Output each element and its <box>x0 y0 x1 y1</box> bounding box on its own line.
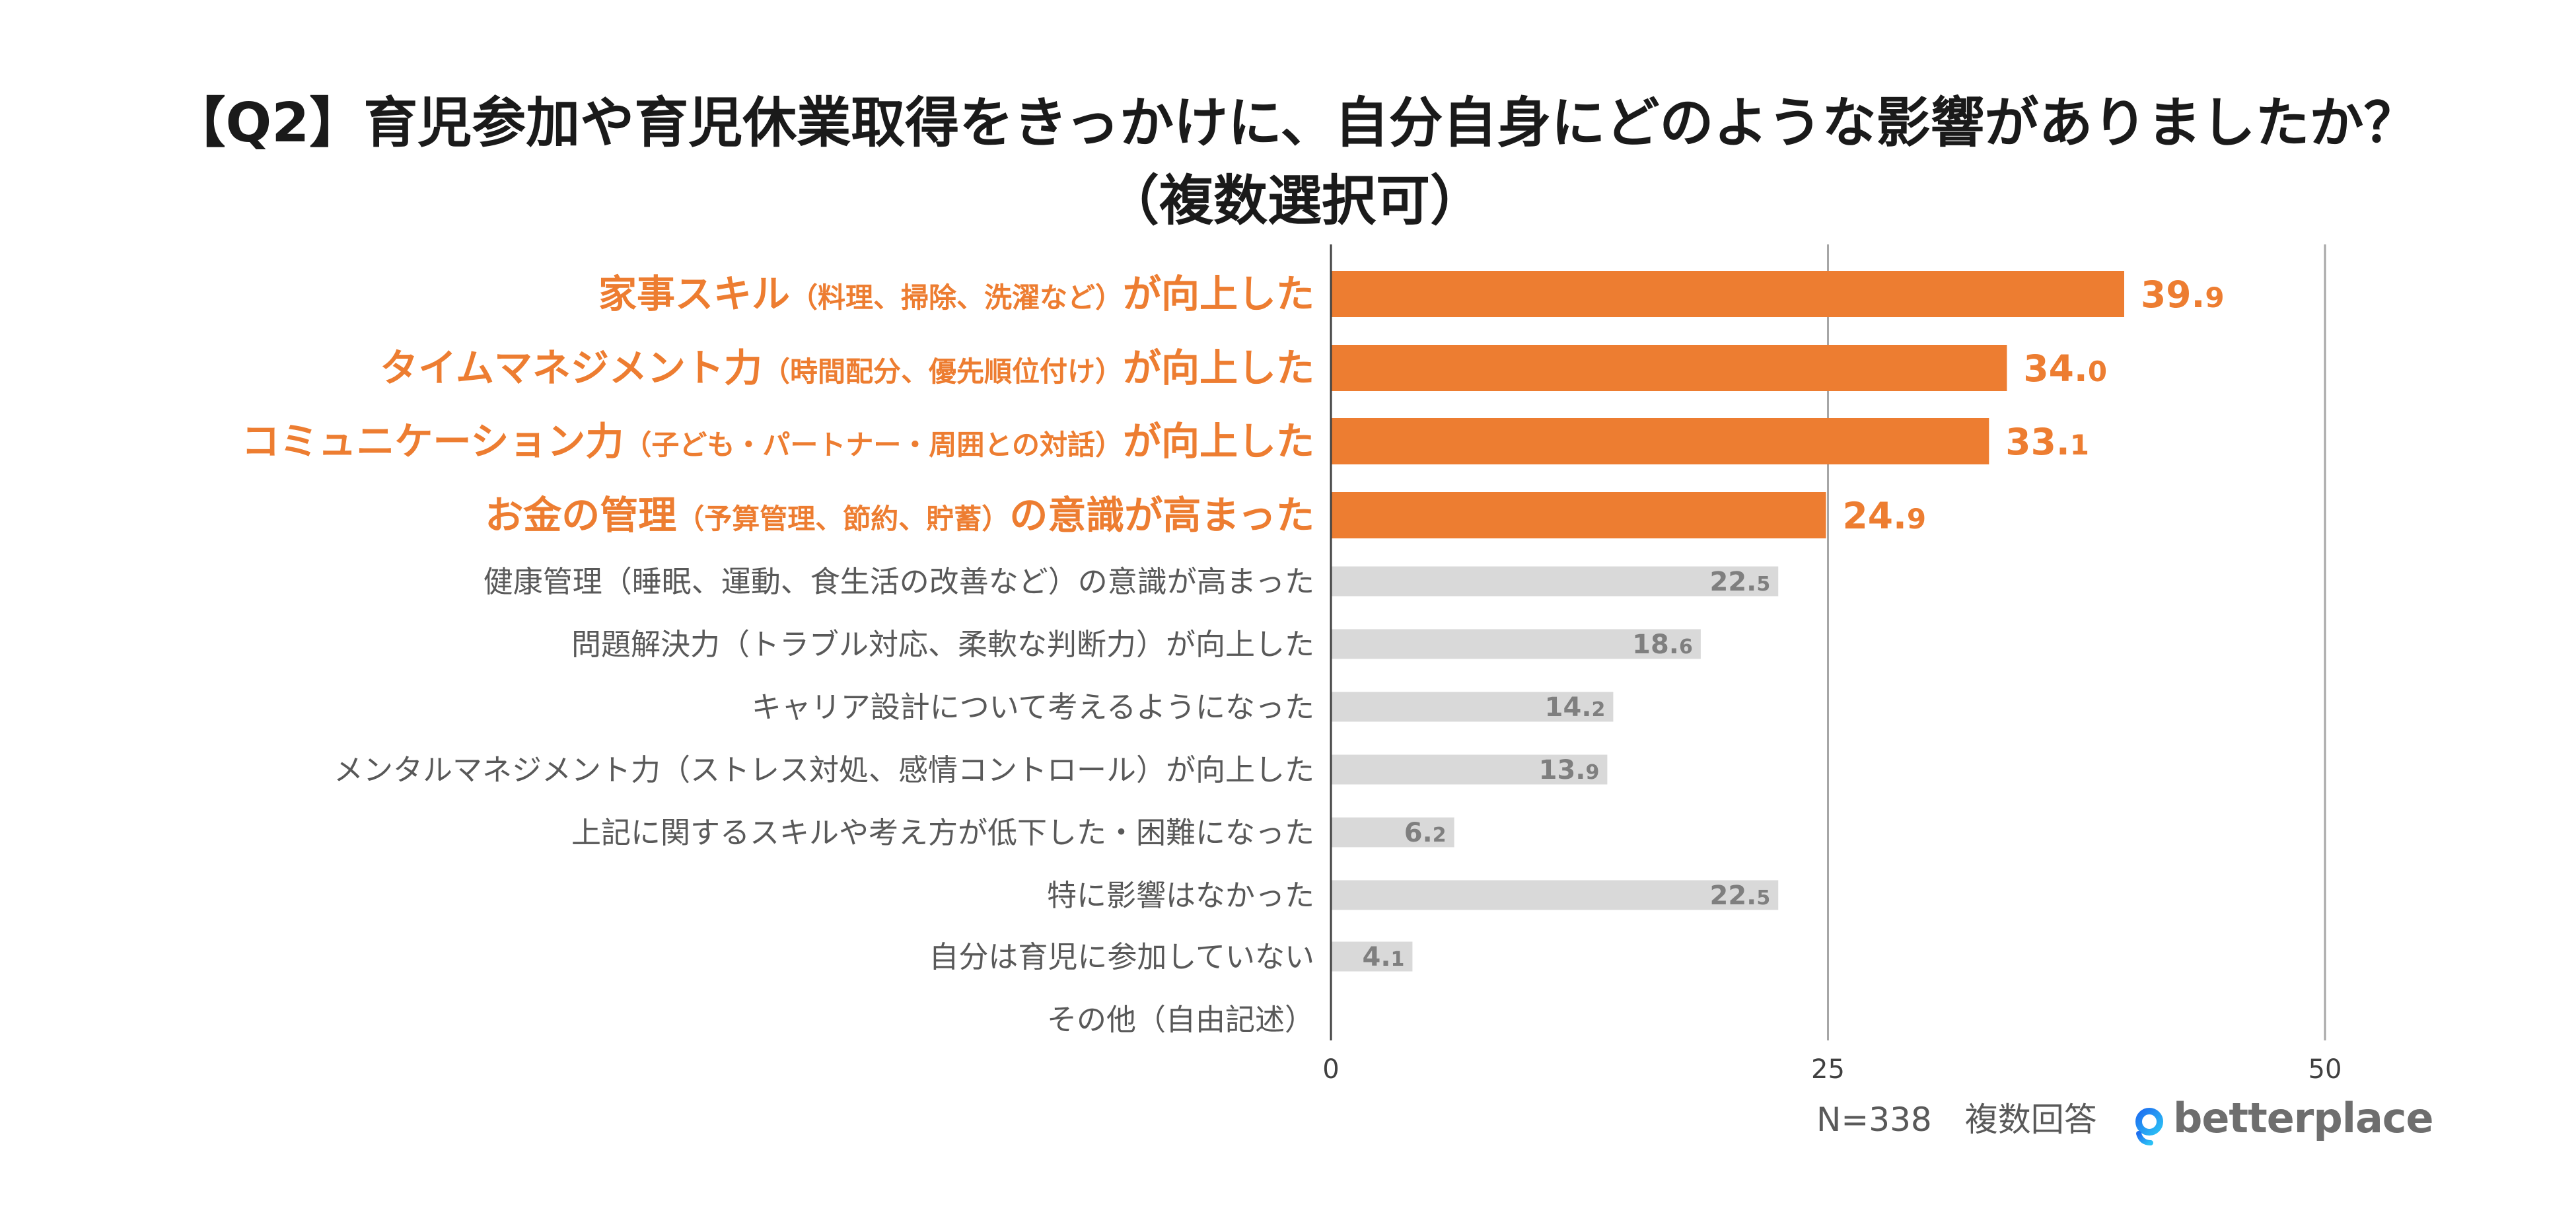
chart-subtitle: （複数選択可） <box>1104 170 1484 233</box>
category-label: 健康管理（睡眠、運動、食生活の改善など）の意識が高まった <box>483 564 1314 599</box>
bar-value-label: 4.1 <box>1363 942 1405 972</box>
category-label: その他（自由記述） <box>1047 1002 1314 1037</box>
bar-value-label: 22.5 <box>1710 567 1771 597</box>
x-tick-label: 25 <box>1811 1054 1845 1085</box>
x-tick-label: 50 <box>2308 1054 2342 1085</box>
bar <box>1331 418 1989 464</box>
bar <box>1331 817 1454 848</box>
category-label: メンタルマネジメント力（ストレス対処、感情コントロール）が向上した <box>334 752 1314 787</box>
category-label: 特に影響はなかった <box>1047 878 1314 913</box>
bar-value-label: 18.6 <box>1632 630 1693 660</box>
bar <box>1331 492 1826 538</box>
bar <box>1331 629 1701 659</box>
category-label: 問題解決力（トラブル対応、柔軟な判断力）が向上した <box>571 627 1314 662</box>
bar-value-label: 22.5 <box>1710 881 1771 911</box>
category-label: 家事スキル（料理、掃除、洗濯など）が向上した <box>598 271 1314 316</box>
bar <box>1331 271 2124 317</box>
bar <box>1331 566 1779 597</box>
bar <box>1331 754 1608 785</box>
bar-value-label: 33.1 <box>2005 421 2089 463</box>
sample-size-note: N=338 複数回答 <box>1816 1101 2097 1139</box>
bar-value-label: 24.9 <box>1842 495 1926 537</box>
category-label: 上記に関するスキルや考え方が低下した・困難になった <box>571 815 1314 850</box>
bar <box>1331 941 1413 972</box>
x-tick-label: 0 <box>1322 1054 1339 1085</box>
bar-value-label: 14.2 <box>1545 692 1606 723</box>
bar <box>1331 345 2007 391</box>
bar-value-label: 39.9 <box>2141 273 2225 316</box>
category-label: お金の管理（予算管理、節約、貯蓄）の意識が高まった <box>485 493 1314 538</box>
chart-title: 【Q2】育児参加や育児休業取得をきっかけに、自分自身にどのような影響がありました… <box>171 92 2418 155</box>
betterplace-logo-icon <box>2132 1090 2163 1145</box>
category-label: キャリア設計について考えるようになった <box>752 690 1314 725</box>
bar-value-label: 34.0 <box>2023 347 2107 390</box>
bar-value-label: 13.9 <box>1539 755 1600 785</box>
bar <box>1331 880 1779 910</box>
bar-value-label: 6.2 <box>1404 818 1447 848</box>
bar <box>1331 692 1614 722</box>
betterplace-logo-text: betterplace <box>2173 1094 2434 1142</box>
category-label: コミュニケーション力（子ども・パートナー・周囲との対話）が向上した <box>242 419 1314 464</box>
category-label: 自分は育児に参加していない <box>929 939 1314 974</box>
category-label: タイムマネジメント力（時間配分、優先順位付け）が向上した <box>380 345 1314 390</box>
betterplace-logo: betterplace <box>2128 1090 2434 1146</box>
